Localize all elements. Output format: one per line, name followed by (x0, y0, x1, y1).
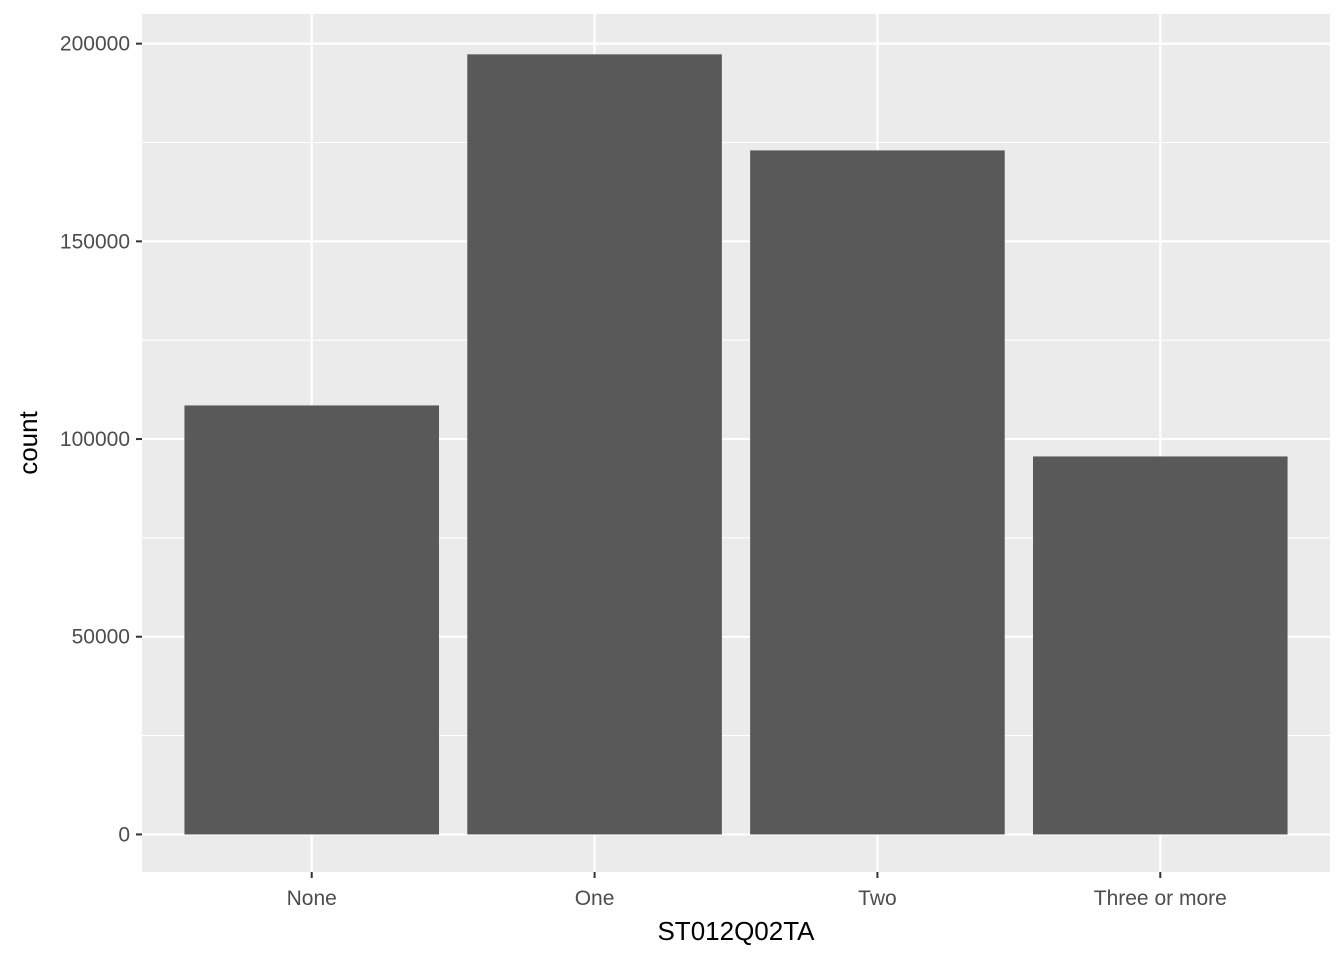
x-axis-title: ST012Q02TA (657, 916, 815, 946)
y-tick-label: 150000 (60, 230, 130, 253)
x-axis: None One Two Three or more (287, 872, 1227, 910)
bars (184, 54, 1288, 835)
bar-one (467, 54, 722, 835)
x-tick-label: One (575, 887, 615, 910)
bar-two (750, 150, 1005, 835)
x-tick-label: Three or more (1094, 887, 1227, 910)
y-axis: 0 50000 100000 150000 200000 (60, 33, 142, 846)
y-axis-title: count (13, 410, 43, 474)
bar-three-or-more (1033, 456, 1288, 835)
x-tick-label: None (287, 887, 337, 910)
y-tick-label: 0 (118, 823, 130, 846)
y-tick-label: 50000 (72, 626, 130, 649)
x-tick-label: Two (858, 887, 897, 910)
bar-none (184, 405, 439, 835)
y-tick-label: 200000 (60, 33, 130, 56)
y-tick-label: 100000 (60, 428, 130, 451)
